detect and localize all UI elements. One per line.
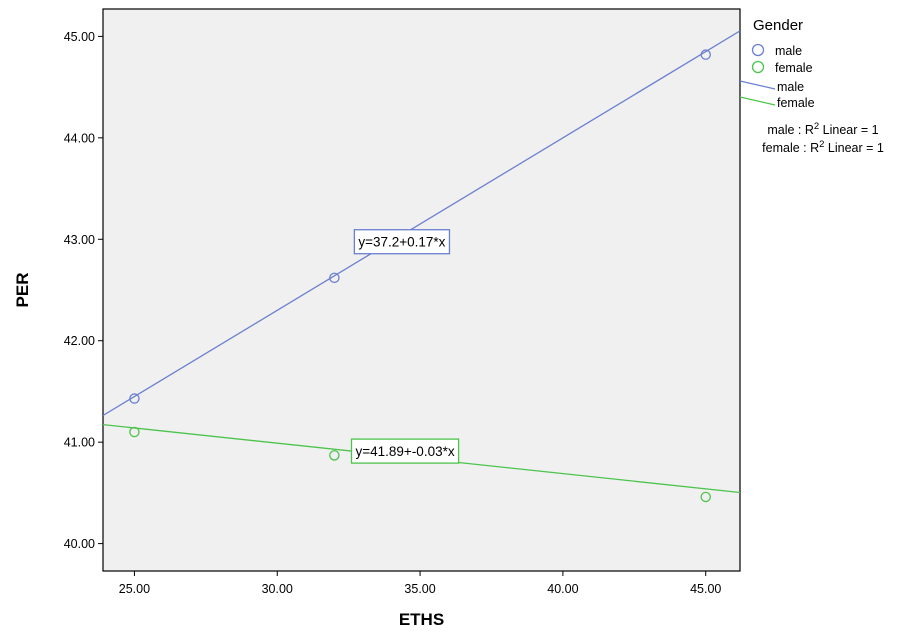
y-tick-label: 42.00 bbox=[64, 334, 95, 348]
equation-label-female: y=41.89+-0.03*x bbox=[350, 438, 460, 464]
legend-marker-male bbox=[751, 43, 765, 57]
fit-line-male bbox=[103, 30, 740, 417]
legend-line-male bbox=[739, 80, 776, 90]
legend: Gender male female male female male : R2 Lin… bbox=[739, 17, 884, 155]
equation-box-female bbox=[350, 438, 460, 464]
equation-box-male bbox=[353, 229, 451, 255]
x-axis-title: ETHS bbox=[399, 610, 444, 629]
equation-text-male: y=37.2+0.17*x bbox=[358, 235, 445, 250]
point-male bbox=[700, 49, 711, 60]
plot-area bbox=[102, 8, 741, 572]
y-axis: 40.00 41.00 42.00 43.00 44.00 45.00 bbox=[64, 30, 103, 551]
x-tick-label: 40.00 bbox=[547, 582, 578, 596]
point-male bbox=[329, 272, 340, 284]
point-female bbox=[329, 450, 340, 461]
x-tick-label: 45.00 bbox=[690, 582, 721, 596]
equation-label-male: y=37.2+0.17*x bbox=[353, 229, 451, 255]
x-tick-label: 35.00 bbox=[404, 582, 435, 596]
y-tick-label: 43.00 bbox=[64, 233, 95, 247]
legend-marker-female bbox=[751, 60, 765, 74]
legend-marker-label-female: female bbox=[775, 61, 813, 75]
equation-labels: y=37.2+0.17*x y=41.89+-0.03*x bbox=[350, 229, 460, 464]
equation-text-female: y=41.89+-0.03*x bbox=[356, 444, 455, 459]
y-tick-label: 45.00 bbox=[64, 30, 95, 44]
legend-line-female bbox=[739, 96, 776, 106]
legend-title: Gender bbox=[753, 17, 803, 34]
legend-r2-male: male : R2 Linear = 1 bbox=[767, 121, 878, 137]
point-male bbox=[129, 393, 140, 404]
point-female bbox=[700, 491, 711, 503]
y-tick-label: 41.00 bbox=[64, 436, 95, 450]
legend-line-label-male: male bbox=[777, 80, 804, 94]
y-axis-title: PER bbox=[13, 273, 32, 308]
y-tick-label: 44.00 bbox=[64, 131, 95, 145]
legend-line-label-female: female bbox=[777, 96, 815, 110]
x-tick-label: 25.00 bbox=[119, 582, 150, 596]
data-points bbox=[129, 49, 711, 503]
x-axis: 25.00 30.00 35.00 40.00 45.00 bbox=[119, 571, 721, 596]
legend-r2-female: female : R2 Linear = 1 bbox=[762, 139, 884, 155]
legend-marker-label-male: male bbox=[775, 44, 802, 58]
x-tick-label: 30.00 bbox=[262, 582, 293, 596]
y-tick-label: 40.00 bbox=[64, 537, 95, 551]
point-female bbox=[129, 426, 140, 438]
